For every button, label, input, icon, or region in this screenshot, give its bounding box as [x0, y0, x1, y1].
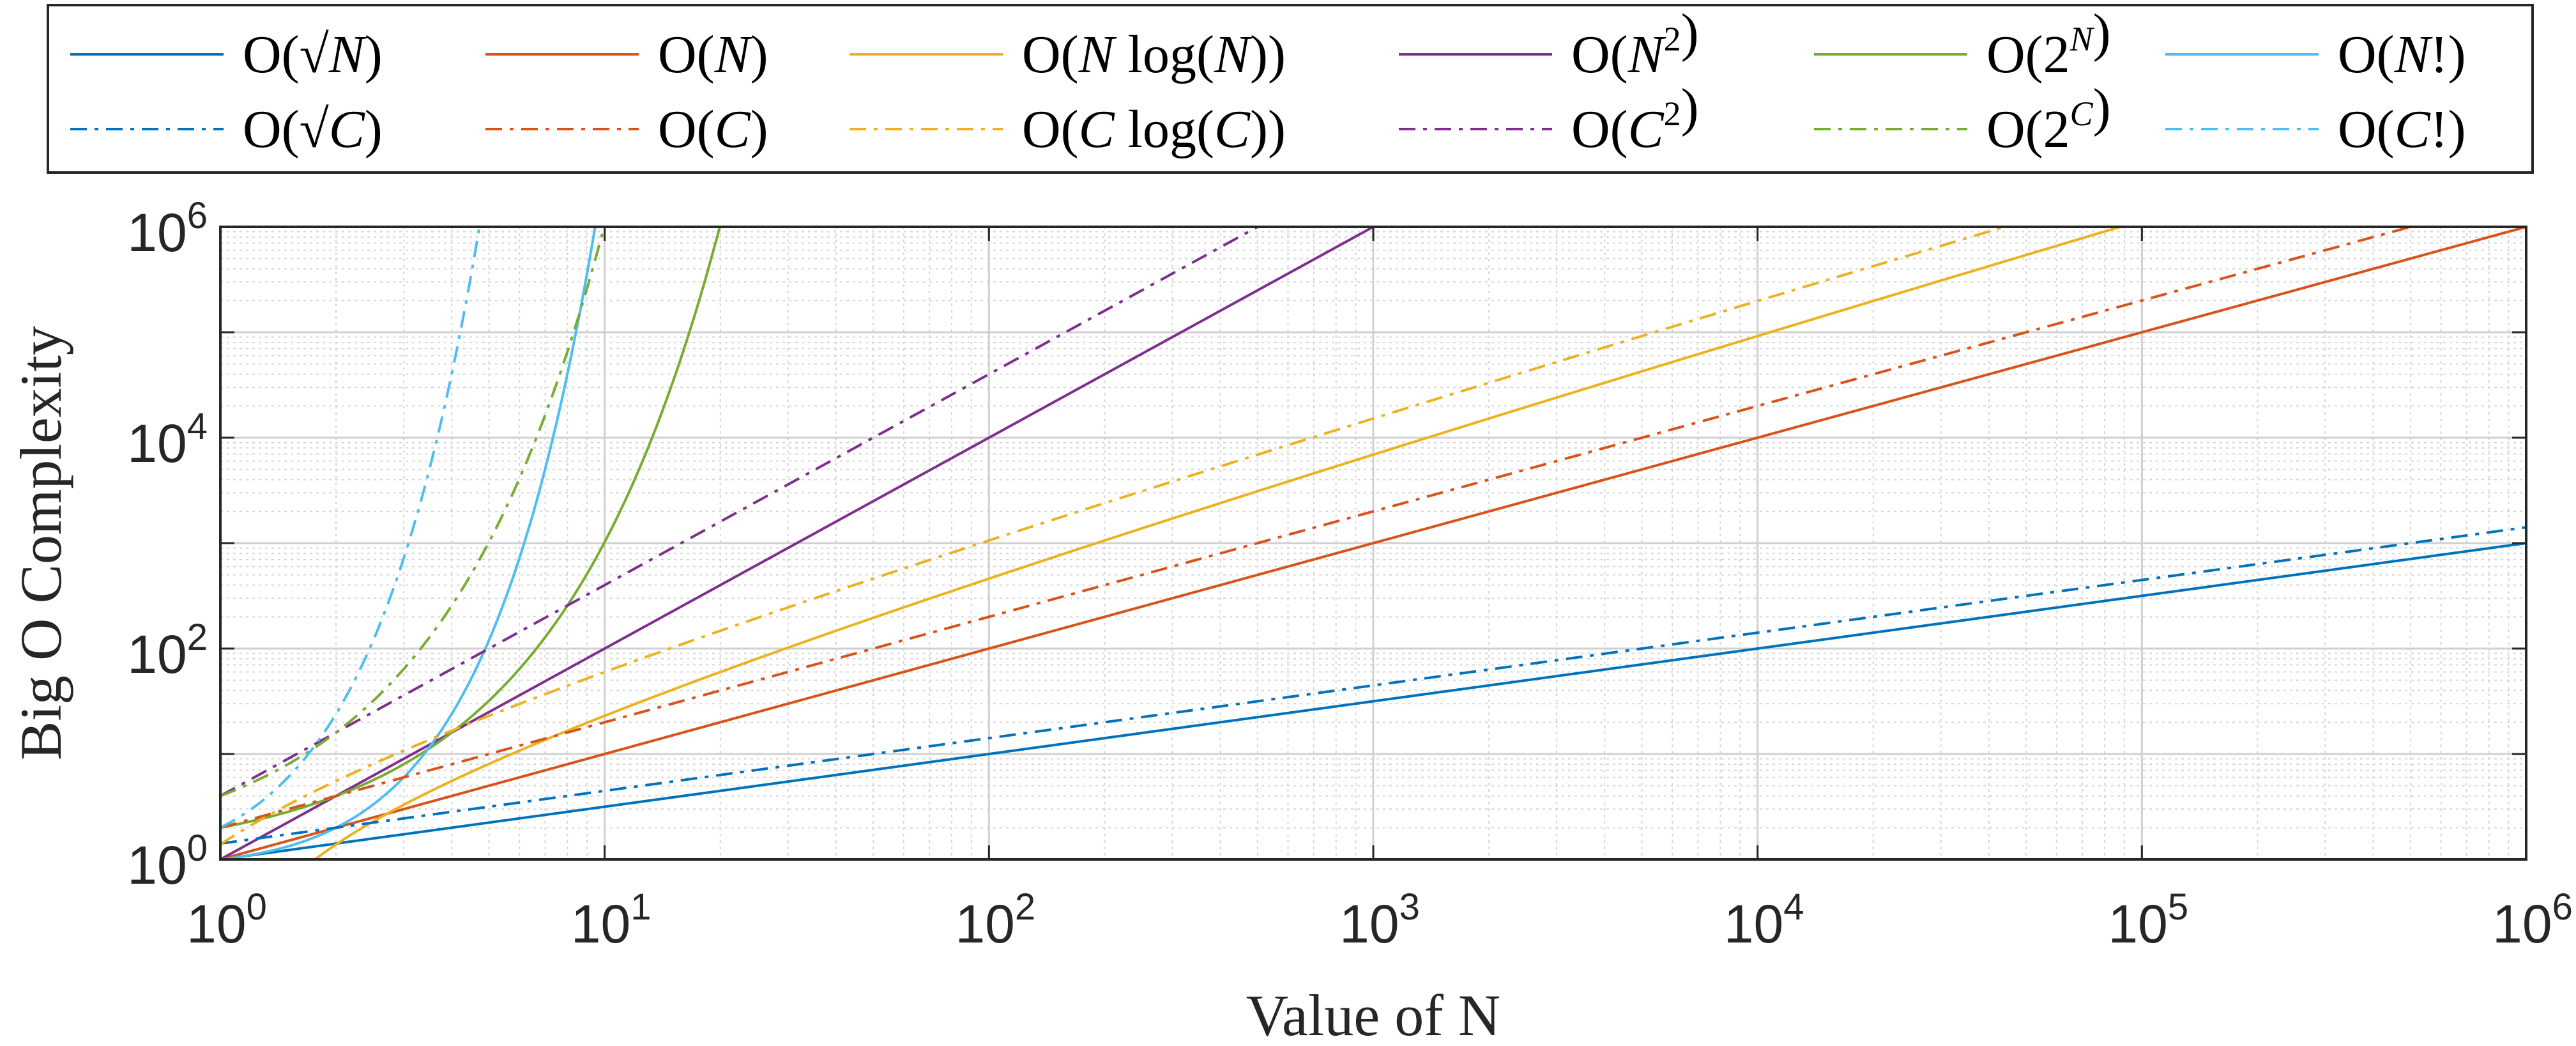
legend-item: O(C log(C)): [850, 100, 1286, 159]
legend-item: O(N): [485, 25, 768, 84]
x-tick-label: 103: [1339, 886, 1420, 954]
series-line-1: [220, 542, 2526, 859]
tick-labels: 100 101 102 103 104 105 106 100 102 104 106: [127, 195, 2573, 954]
legend-label: O(2C): [1986, 78, 2111, 159]
legend-label: O(N2): [1571, 3, 1699, 84]
legend-label: O(2N): [1986, 3, 2111, 84]
legend-item: O(N log(N)): [850, 25, 1286, 84]
legend-item: O(N2): [1399, 3, 1699, 84]
legend-label: O(√C): [243, 100, 383, 159]
y-tick-label: 106: [127, 195, 208, 263]
series-line-10: [220, 227, 1260, 797]
legend-box: [47, 4, 2534, 174]
series-line-3: [312, 227, 2125, 859]
series-line-8: [220, 227, 2416, 829]
legend-item: O(C2): [1399, 78, 1699, 159]
legend-label: O(N log(N)): [1022, 25, 1286, 84]
axes: [219, 226, 2527, 861]
x-tick-label: 104: [1724, 886, 1804, 954]
legend-item: O(√C): [70, 100, 383, 159]
legend-label: O(√N): [243, 25, 383, 84]
y-tick-label: 102: [127, 617, 208, 684]
series-group: [220, 227, 2526, 859]
x-tick-label: 105: [2108, 886, 2188, 954]
legend-item: O(C!): [2165, 100, 2466, 159]
series-line-7: [220, 526, 2526, 845]
legend-label: O(C!): [2338, 100, 2466, 159]
legend-label: O(N): [658, 25, 768, 84]
legend-label: O(C log(C)): [1022, 100, 1286, 159]
axis-labels: Value of N Big O Complexity: [8, 326, 1500, 1046]
legend-item: O(2C): [1814, 78, 2111, 159]
legend-item: O(√N): [70, 25, 383, 84]
series-line-11: [220, 227, 606, 797]
x-tick-label: 100: [187, 886, 267, 954]
legend: O(√N) O(N) O(N log(N)) O(N2) O(2N) O(N!) O(√C)…: [47, 3, 2534, 174]
x-tick-label: 101: [571, 886, 652, 954]
legend-item: O(2N): [1814, 3, 2111, 84]
series-line-2: [220, 227, 2526, 859]
series-line-4: [220, 227, 1376, 859]
legend-item: O(C): [485, 100, 768, 159]
legend-item: O(N!): [2165, 25, 2466, 84]
series-line-5: [220, 227, 722, 829]
y-tick-label: 104: [127, 406, 208, 473]
series-layer: [220, 227, 2526, 859]
y-axis-label: Big O Complexity: [8, 326, 73, 760]
legend-label: O(C2): [1571, 78, 1699, 159]
x-axis-label: Value of N: [1246, 983, 1501, 1046]
legend-label: O(C): [658, 100, 768, 159]
series-line-6: [220, 227, 597, 859]
legend-label: O(N!): [2338, 25, 2466, 84]
x-tick-label: 106: [2492, 886, 2573, 954]
y-tick-label: 100: [127, 827, 208, 895]
x-tick-label: 102: [955, 886, 1035, 954]
